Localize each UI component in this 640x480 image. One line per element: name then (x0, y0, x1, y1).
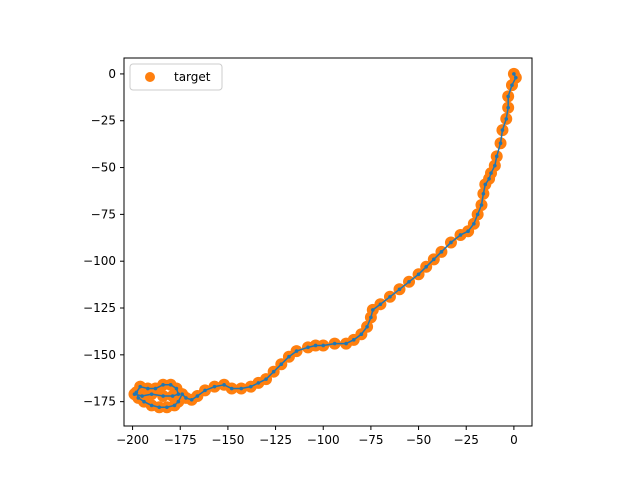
trajectory-point (351, 338, 356, 342)
x-tick-label: −75 (358, 433, 383, 447)
trajectory-point (359, 332, 364, 337)
y-tick-label: −75 (91, 207, 116, 221)
trajectory-point (407, 280, 411, 284)
y-tick-label: −150 (83, 348, 116, 362)
y-tick-label: −25 (91, 114, 116, 128)
trajectory-point (132, 392, 137, 396)
trajectory-point (494, 154, 499, 159)
trajectory-point (332, 341, 337, 346)
trajectory-point (136, 396, 141, 400)
trajectory-point (271, 369, 276, 374)
trajectory-point (500, 128, 505, 132)
trajectory-point (512, 72, 516, 76)
trajectory-point (138, 384, 143, 389)
trajectory-point (176, 392, 181, 396)
trajectory-point (498, 141, 503, 146)
trajectory-point (449, 240, 453, 245)
trajectory-point (149, 403, 154, 408)
trajectory-point (466, 229, 470, 234)
trajectory-point (146, 386, 150, 391)
trajectory-point (176, 399, 181, 404)
x-tick-label: −100 (307, 433, 340, 447)
x-tick-label: −200 (116, 433, 149, 447)
trajectory-point (397, 287, 402, 292)
trajectory-point (142, 399, 146, 404)
y-tick-label: 0 (108, 67, 116, 81)
y-tick-label: −175 (83, 395, 116, 409)
trajectory-point (472, 221, 476, 226)
trajectory-point (264, 377, 268, 381)
trajectory-point (365, 324, 369, 329)
trajectory-point (369, 315, 373, 320)
trajectory-point (184, 396, 188, 400)
trajectory-point (424, 265, 428, 269)
trajectory-point (294, 349, 299, 353)
trajectory-point (168, 383, 173, 387)
trajectory-point (170, 394, 175, 398)
trajectory-point (189, 397, 194, 402)
x-tick-label: −150 (211, 433, 244, 447)
x-tick-label: −25 (454, 433, 479, 447)
trajectory-point (172, 403, 177, 408)
trajectory-point (287, 354, 291, 359)
trajectory-point (239, 386, 244, 391)
trajectory-point (432, 257, 436, 262)
legend-label-target: target (174, 70, 211, 84)
trajectory-point (506, 105, 510, 110)
trajectory-point (174, 386, 179, 391)
legend-marker-target (145, 72, 155, 82)
trajectory-point (313, 343, 318, 348)
y-tick-label: −100 (83, 254, 116, 268)
trajectory-point (165, 405, 169, 410)
y-tick-label: −50 (91, 161, 116, 175)
trajectory-point (475, 212, 480, 217)
trajectory-point (321, 343, 326, 348)
trajectory-point (344, 341, 348, 346)
trajectory-point (439, 250, 444, 254)
trajectory-point (416, 272, 421, 277)
trajectory-point (203, 388, 207, 393)
trajectory-point (479, 203, 484, 207)
y-tick-label: −125 (83, 301, 116, 315)
x-tick-label: −175 (164, 433, 197, 447)
trajectory-point (458, 233, 463, 237)
trajectory-point (248, 384, 253, 389)
trajectory-point (279, 362, 284, 367)
x-tick-label: 0 (510, 433, 518, 447)
trajectory-point (378, 302, 383, 307)
trajectory-point (195, 394, 200, 398)
trajectory-point (157, 405, 162, 410)
axes-frame (123, 57, 533, 427)
trajectory-point (306, 345, 310, 350)
axes: −200 −175 −150 −125 −100 −75 −50 −25 0 0 −25 −50 −75… (83, 57, 533, 447)
trajectory-point (229, 386, 234, 391)
trajectory-point (371, 308, 375, 312)
legend-box (129, 63, 223, 91)
trajectory-point (153, 386, 158, 391)
trajectory-point (510, 83, 514, 87)
trajectory-point (212, 384, 217, 389)
trajectory-point (180, 392, 184, 396)
x-tick-label: −125 (259, 433, 292, 447)
trajectory-point (493, 163, 497, 168)
trajectory-point (256, 381, 261, 385)
trajectory-point (489, 171, 493, 175)
trajectory-point (504, 117, 509, 121)
trajectory-point (149, 392, 154, 396)
trajectory-point (140, 394, 144, 398)
trajectory-point (506, 94, 510, 99)
trajectory-point (222, 383, 226, 387)
legend: target (129, 63, 223, 91)
trajectory-point (388, 294, 392, 299)
trajectory-point (481, 191, 486, 196)
trajectory-point (161, 394, 165, 398)
trajectory-point (513, 75, 518, 80)
trajectory-point (161, 383, 165, 387)
x-tick-label: −50 (406, 433, 431, 447)
trajectory-point (483, 182, 488, 187)
trajectory-point (487, 176, 491, 181)
plot-area (128, 67, 522, 414)
